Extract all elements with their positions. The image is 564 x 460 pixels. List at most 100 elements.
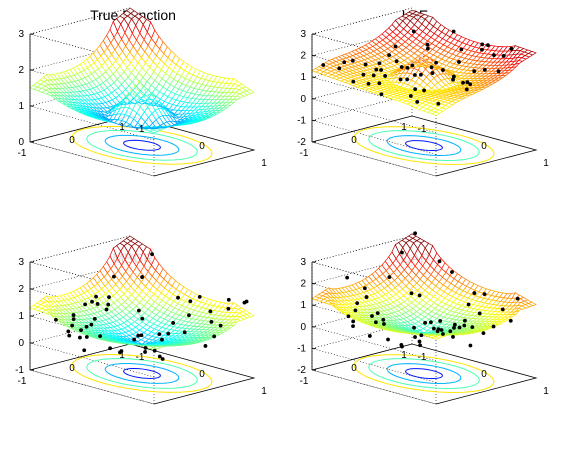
contour-line — [86, 358, 198, 389]
x-tick-label: -1 — [136, 124, 145, 135]
data-point — [375, 311, 380, 316]
data-point — [496, 69, 501, 74]
data-point — [399, 342, 404, 347]
contour-line — [353, 126, 495, 165]
data-point — [226, 297, 231, 302]
data-point — [430, 71, 435, 75]
data-point — [160, 337, 164, 342]
data-point — [95, 302, 100, 306]
surface-cell — [245, 89, 255, 95]
contour-line — [405, 140, 443, 152]
data-point — [203, 344, 208, 348]
data-point — [438, 319, 443, 323]
data-point — [242, 300, 247, 305]
y-tick-label: 0 — [351, 135, 357, 146]
z-tick-label: 1 — [300, 72, 306, 83]
data-point — [411, 29, 416, 34]
data-point — [515, 296, 520, 301]
data-point — [351, 324, 355, 328]
data-point — [464, 87, 469, 92]
grid-line — [28, 115, 155, 177]
data-point — [379, 68, 383, 72]
grid-line — [29, 369, 155, 405]
data-point — [373, 320, 378, 325]
data-point — [387, 53, 392, 58]
contour-line — [386, 363, 462, 385]
y-tick-label: 0 — [351, 363, 357, 374]
data-point — [361, 72, 366, 77]
data-point — [66, 329, 71, 334]
data-point — [132, 337, 137, 342]
data-point — [439, 328, 444, 332]
data-point — [70, 323, 75, 328]
data-point — [71, 317, 76, 322]
surface-cell — [245, 312, 255, 318]
data-point — [398, 77, 403, 82]
data-point — [466, 302, 471, 307]
data-point — [98, 334, 103, 339]
data-point — [157, 332, 162, 337]
z-tick-label: 2 — [300, 51, 306, 62]
data-point — [429, 65, 434, 70]
data-point — [437, 259, 442, 264]
z-tick-label: 2 — [18, 65, 24, 76]
data-point — [377, 61, 382, 66]
data-point — [387, 275, 392, 280]
contour-line — [386, 135, 462, 157]
surface-cell — [527, 301, 537, 307]
data-point — [226, 306, 231, 311]
data-point — [412, 325, 416, 330]
z-tick-label: 0 — [18, 137, 24, 148]
data-point — [188, 299, 193, 304]
data-point — [451, 335, 455, 339]
data-point — [182, 330, 187, 335]
data-point — [157, 354, 162, 359]
data-point — [441, 332, 445, 336]
contour-line — [71, 125, 213, 165]
contour-line — [104, 363, 180, 384]
grid-line — [311, 141, 437, 177]
data-point — [346, 314, 351, 319]
data-point — [441, 68, 445, 72]
z-tick-label: 2 — [300, 279, 306, 290]
data-point — [468, 343, 473, 348]
x-tick-label: -1 — [418, 124, 427, 135]
contour-line — [104, 134, 180, 156]
data-point — [448, 329, 453, 334]
z-tick-label: 3 — [18, 257, 24, 268]
data-point — [171, 321, 176, 325]
data-point — [351, 319, 356, 324]
axis-floor — [29, 115, 256, 177]
data-point — [405, 65, 410, 70]
data-point — [187, 313, 191, 318]
data-point — [450, 270, 454, 274]
data-point — [470, 325, 475, 330]
data-point — [419, 333, 424, 338]
data-point — [104, 307, 109, 312]
data-point — [468, 82, 473, 87]
data-point — [367, 334, 372, 338]
data-point — [486, 43, 490, 48]
contour-line — [368, 358, 480, 390]
data-point — [381, 317, 386, 322]
data-point — [394, 59, 399, 64]
data-point — [92, 317, 97, 321]
data-point — [366, 81, 371, 86]
data-point — [459, 47, 464, 52]
data-point — [90, 299, 94, 304]
grid-line — [310, 72, 437, 134]
data-point — [415, 100, 420, 104]
data-point — [480, 47, 484, 52]
data-point — [436, 101, 441, 106]
grid-line — [28, 343, 155, 405]
data-point — [508, 318, 513, 323]
data-point — [492, 53, 496, 58]
data-point — [152, 348, 157, 353]
data-point — [150, 252, 154, 257]
surface-mesh — [29, 235, 255, 351]
x-tick-label: 0 — [481, 369, 487, 380]
contour-line — [123, 139, 161, 151]
